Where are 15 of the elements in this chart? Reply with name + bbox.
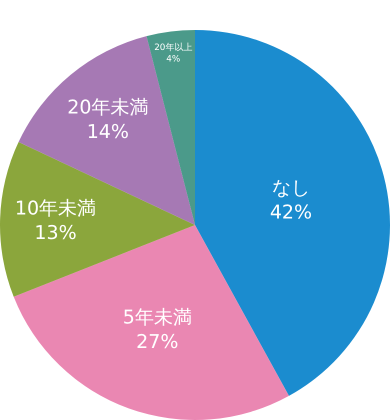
data-label: 42%: [270, 202, 312, 224]
data-label: 4%: [166, 54, 180, 65]
data-label: 14%: [86, 120, 129, 143]
slice-label: 10年未満: [14, 197, 96, 220]
slice-label: なし: [272, 177, 310, 200]
pie-slice: [195, 30, 390, 396]
pie-slice: [14, 225, 289, 420]
data-label: 27%: [136, 331, 178, 354]
data-label: 13%: [34, 222, 77, 244]
slice-label: 20年以上: [154, 42, 192, 54]
pie-slice: [18, 36, 195, 225]
pie-slice: [146, 30, 195, 225]
pie-slice: [0, 142, 195, 297]
slice-label: 5年未満: [122, 306, 192, 328]
slice-label: 20年未満: [67, 96, 148, 118]
